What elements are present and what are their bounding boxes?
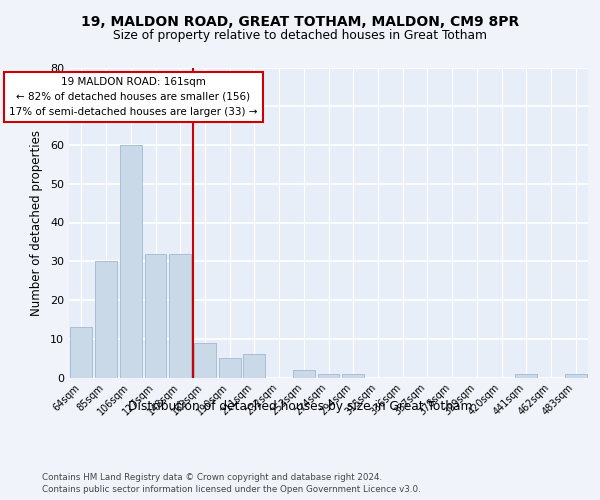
Text: 19 MALDON ROAD: 161sqm
← 82% of detached houses are smaller (156)
17% of semi-de: 19 MALDON ROAD: 161sqm ← 82% of detached…: [9, 77, 257, 117]
Bar: [565, 374, 587, 378]
Bar: [145, 254, 166, 378]
Bar: [317, 374, 340, 378]
Bar: [515, 374, 537, 378]
Bar: [120, 145, 142, 378]
Bar: [70, 327, 92, 378]
Text: Distribution of detached houses by size in Great Totham: Distribution of detached houses by size …: [128, 400, 472, 413]
Y-axis label: Number of detached properties: Number of detached properties: [30, 130, 43, 316]
Bar: [219, 358, 241, 378]
Bar: [244, 354, 265, 378]
Bar: [169, 254, 191, 378]
Bar: [293, 370, 314, 378]
Bar: [343, 374, 364, 378]
Text: 19, MALDON ROAD, GREAT TOTHAM, MALDON, CM9 8PR: 19, MALDON ROAD, GREAT TOTHAM, MALDON, C…: [81, 15, 519, 29]
Text: Size of property relative to detached houses in Great Totham: Size of property relative to detached ho…: [113, 29, 487, 42]
Bar: [95, 261, 117, 378]
Text: Contains HM Land Registry data © Crown copyright and database right 2024.: Contains HM Land Registry data © Crown c…: [42, 472, 382, 482]
Text: Contains public sector information licensed under the Open Government Licence v3: Contains public sector information licen…: [42, 485, 421, 494]
Bar: [194, 342, 216, 378]
